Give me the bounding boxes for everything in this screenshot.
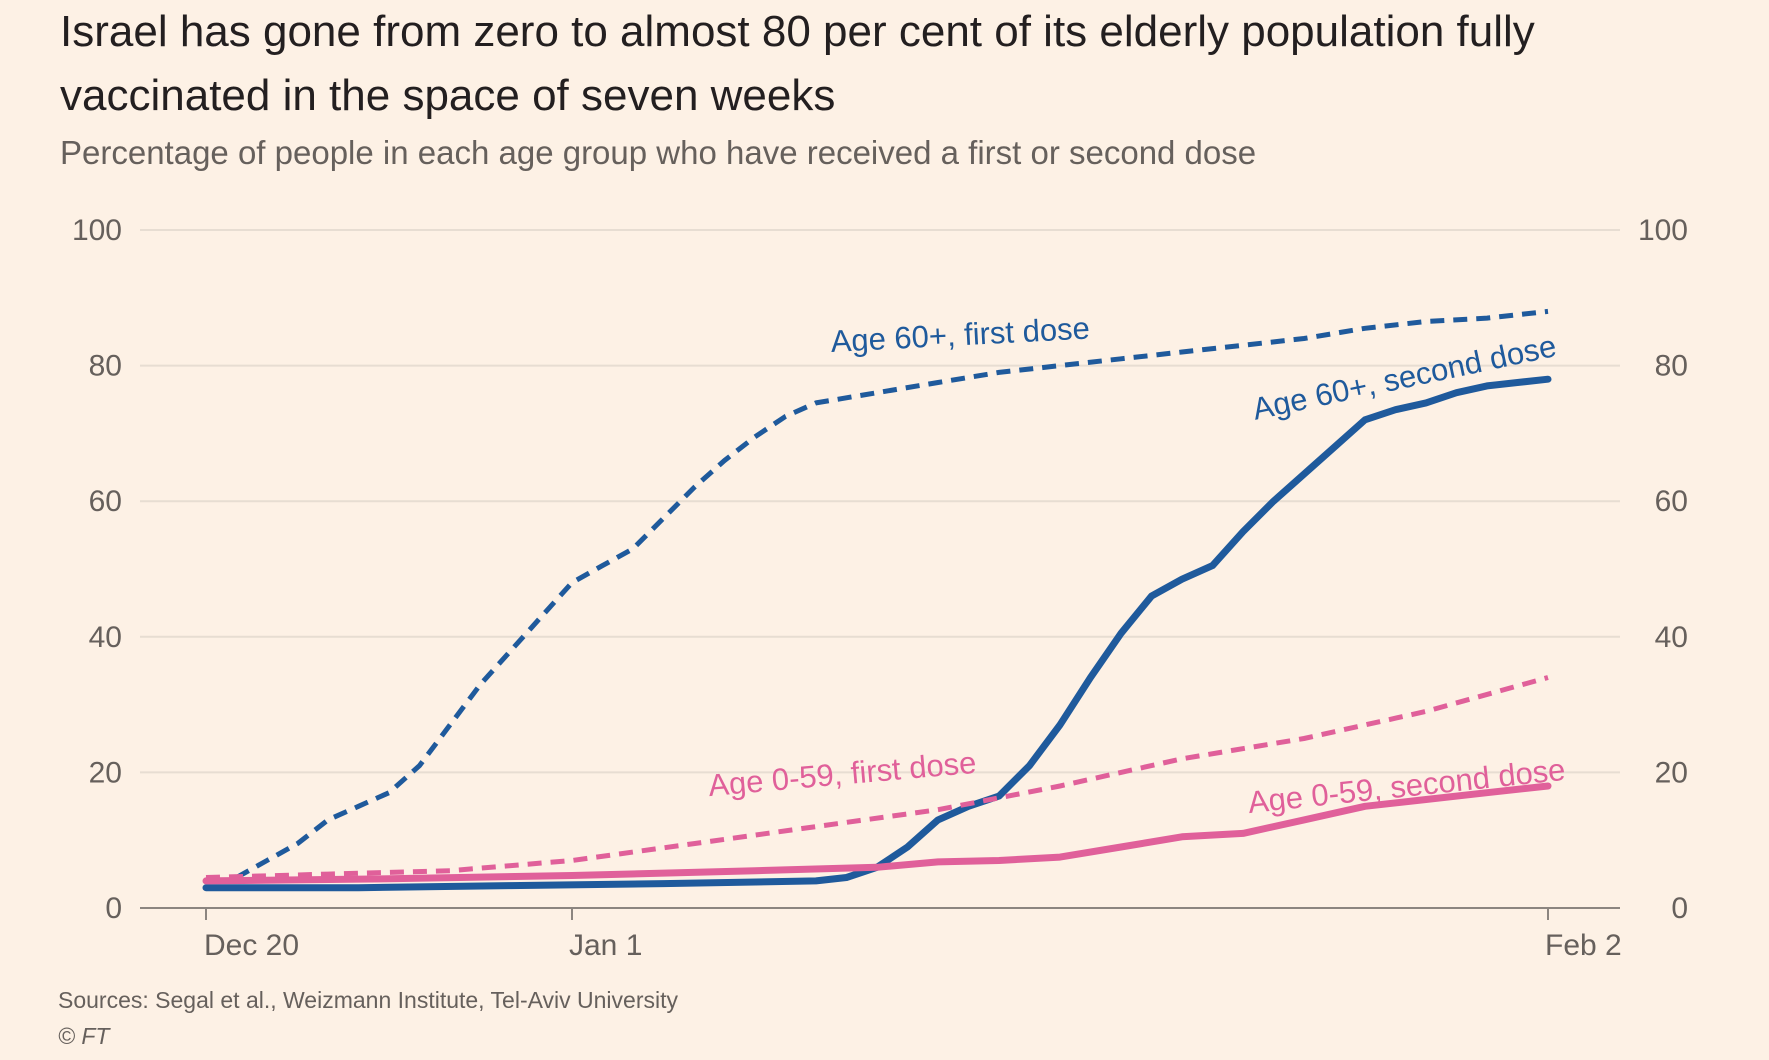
y-tick-label-left-20: 20 (89, 756, 122, 789)
series-label-4: Age 0-59, second dose (1246, 752, 1567, 820)
y-tick-label-left-40: 40 (89, 621, 122, 654)
series-line-4 (202, 782, 1552, 885)
copyright-note: © FT (58, 1023, 110, 1049)
y-tick-label-right-60: 60 (1655, 485, 1688, 518)
series-layer (202, 308, 1552, 892)
chart-subtitle: Percentage of people in each age group w… (60, 134, 1257, 171)
source-note: Sources: Segal et al., Weizmann Institut… (58, 987, 678, 1013)
series-line-2 (202, 375, 1552, 892)
axis-layer: 0 0 20 20 40 40 60 60 80 80 100 100 Dec 20 Jan 1 Feb 2 (72, 214, 1688, 962)
y-tick-label-right-80: 80 (1655, 350, 1688, 383)
x-tick-label-2: Feb 2 (1545, 929, 1622, 962)
y-tick-label-right-100: 100 (1638, 214, 1688, 247)
grid-layer (140, 229, 1620, 774)
y-tick-label-right-0: 0 (1671, 892, 1688, 925)
series-label-2: Age 60+, second dose (1249, 328, 1559, 427)
y-tick-label-right-20: 20 (1655, 756, 1688, 789)
y-tick-label-left-80: 80 (89, 350, 122, 383)
y-tick-label-right-40: 40 (1655, 621, 1688, 654)
y-tick-label-left-60: 60 (89, 485, 122, 518)
series-line-3 (205, 675, 1549, 880)
x-tick-label-1: Jan 1 (569, 929, 642, 962)
label-layer: Age 60+, first dose Age 60+, second dose A… (707, 311, 1567, 821)
series-line-1 (235, 308, 1549, 880)
y-tick-label-left-100: 100 (72, 214, 122, 247)
x-tick-label-0: Dec 20 (204, 929, 299, 962)
series-label-1: Age 60+, first dose (830, 311, 1091, 360)
y-tick-label-left-0: 0 (105, 892, 122, 925)
chart-title: Israel has gone from zero to almost 80 p… (60, 7, 1535, 120)
series-label-3: Age 0-59, first dose (707, 745, 978, 803)
